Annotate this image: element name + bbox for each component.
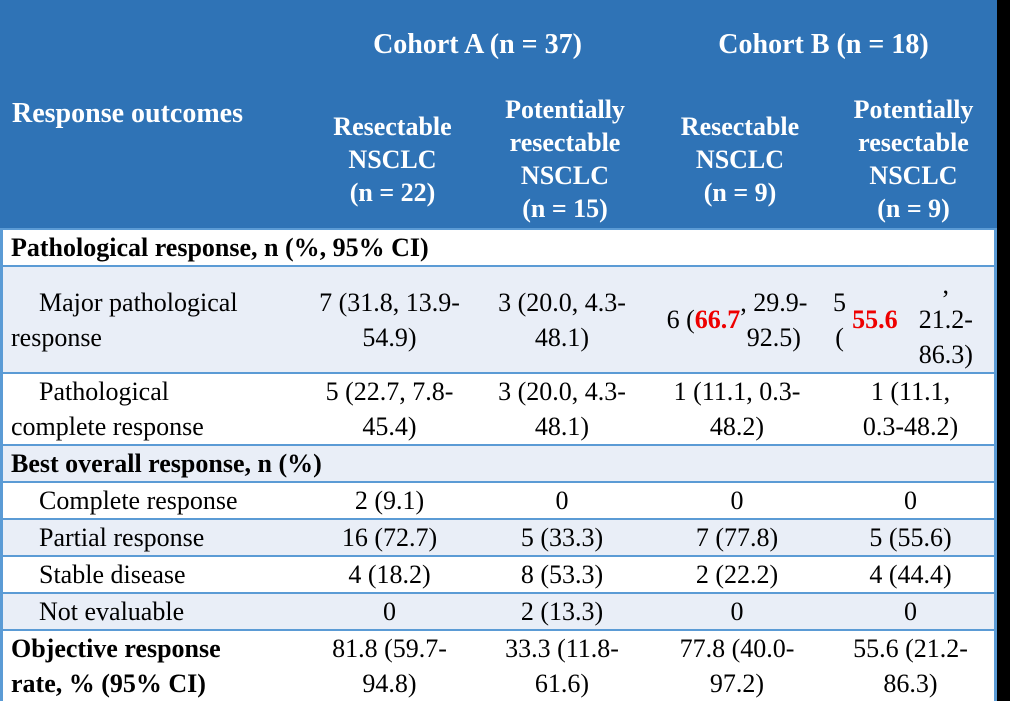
row-not-evaluable: Not evaluable 0 2 (13.3) 0 0: [3, 592, 994, 629]
value-cohort-b-potentially-resectable: 55.6 (21.2- 86.3): [853, 634, 968, 698]
value-cohort-a-resectable: 0: [383, 597, 396, 626]
value-cohort-b-potentially-resectable: 5 ( 55.6 , 21.2-86.3): [827, 267, 994, 372]
row-label: Partial response: [39, 523, 205, 552]
value-cohort-a-potentially-resectable: 3 (20.0, 4.3- 48.1): [498, 287, 626, 352]
header-cohort-a: Cohort A (n = 37): [373, 29, 582, 60]
row-major-pathological-response: Major pathological response 7 (31.8, 13.…: [3, 265, 994, 372]
row-label: Objective response rate, % (95% CI): [11, 634, 221, 698]
value-cohort-b-resectable: 77.8 (40.0- 97.2): [679, 634, 795, 698]
value-cohort-a-resectable: 16 (72.7): [341, 523, 438, 552]
row-label: Not evaluable: [39, 597, 185, 626]
row-stable-disease: Stable disease 4 (18.2) 8 (53.3) 2 (22.2…: [3, 555, 994, 592]
value-cohort-a-potentially-resectable: 0: [555, 486, 569, 515]
value-cohort-b-resectable: 2 (22.2): [695, 560, 779, 589]
value-cohort-a-resectable: 4 (18.2): [348, 560, 431, 589]
cohort-row: Cohort A (n = 37) Cohort B (n = 18): [305, 0, 997, 90]
header-response-outcomes: Response outcomes: [12, 98, 243, 129]
header-cohorts-block: Cohort A (n = 37) Cohort B (n = 18) Rese…: [305, 0, 997, 228]
value-cohort-a-resectable: 81.8 (59.7- 94.8): [332, 634, 447, 698]
value-cohort-b-resectable: 6 (66.7, 29.9- 92.5): [647, 267, 827, 372]
row-pathological-complete-response: Pathological complete response 5 (22.7, …: [3, 372, 994, 444]
value-part: 6 (: [666, 305, 695, 334]
value-part: , 21.2-86.3): [918, 270, 973, 369]
value-cohort-b-resectable: 7 (77.8): [695, 523, 779, 552]
row-partial-response: Partial response 16 (72.7) 5 (33.3) 7 (7…: [3, 518, 994, 555]
value-cohort-a-resectable: 5 (22.7, 7.8- 45.4): [325, 377, 454, 441]
subheader-cohort-b-resectable: Resectable NSCLC (n = 9): [680, 111, 800, 207]
row-objective-response-rate: Objective response rate, % (95% CI) 81.8…: [3, 629, 994, 701]
highlighted-value: 55.6: [852, 305, 898, 334]
subheader-row: Resectable NSCLC (n = 22) Potentially re…: [305, 90, 997, 228]
table-body: Pathological response, n (%, 95% CI) Maj…: [0, 228, 997, 701]
value-cohort-b-potentially-resectable: 1 (11.1, 0.3-48.2): [862, 377, 959, 441]
subheader-cohort-a-resectable: Resectable NSCLC (n = 22): [333, 111, 452, 207]
section-best-overall-response: Best overall response, n (%): [3, 444, 994, 481]
value-cohort-b-potentially-resectable: 5 (55.6): [869, 523, 952, 552]
subheader-cohort-a-potentially-resectable: Potentially resectable NSCLC (n = 15): [505, 95, 625, 223]
section-best-overall-response-label: Best overall response, n (%): [11, 449, 322, 478]
value-cohort-a-potentially-resectable: 5 (33.3): [520, 523, 604, 552]
value-part: 5 (: [833, 287, 847, 352]
section-pathological-response: Pathological response, n (%, 95% CI): [3, 228, 994, 265]
value-cohort-b-resectable: 0: [730, 486, 744, 515]
highlighted-value: 66.7: [694, 305, 741, 334]
value-cohort-a-potentially-resectable: 8 (53.3): [520, 560, 604, 589]
row-label: Complete response: [39, 486, 238, 515]
row-label: Major pathological response: [11, 287, 238, 352]
value-part: , 29.9- 92.5): [740, 287, 808, 352]
row-label: Stable disease: [39, 560, 186, 589]
subheader-cohort-b-potentially-resectable: Potentially resectable NSCLC (n = 9): [853, 95, 974, 223]
row-complete-response: Complete response 2 (9.1) 0 0 0: [3, 481, 994, 518]
value-cohort-a-potentially-resectable: 2 (13.3): [520, 597, 604, 626]
value-cohort-a-resectable: 2 (9.1): [354, 486, 425, 515]
value-cohort-b-resectable: 1 (11.1, 0.3- 48.2): [673, 377, 801, 441]
value-cohort-b-potentially-resectable: 0: [904, 486, 917, 515]
header-cohort-b: Cohort B (n = 18): [718, 29, 929, 60]
row-label: Pathological complete response: [11, 377, 204, 441]
value-cohort-b-resectable: 0: [730, 597, 744, 626]
section-pathological-response-label: Pathological response, n (%, 95% CI): [11, 233, 429, 262]
value-cohort-a-potentially-resectable: 3 (20.0, 4.3- 48.1): [498, 377, 626, 441]
value-cohort-b-potentially-resectable: 0: [904, 597, 917, 626]
table-header: Response outcomes Cohort A (n = 37) Coho…: [0, 0, 997, 228]
value-cohort-a-potentially-resectable: 33.3 (11.8- 61.6): [505, 634, 619, 698]
value-cohort-a-resectable: 7 (31.8, 13.9- 54.9): [319, 287, 460, 352]
value-cohort-b-potentially-resectable: 4 (44.4): [869, 560, 952, 589]
